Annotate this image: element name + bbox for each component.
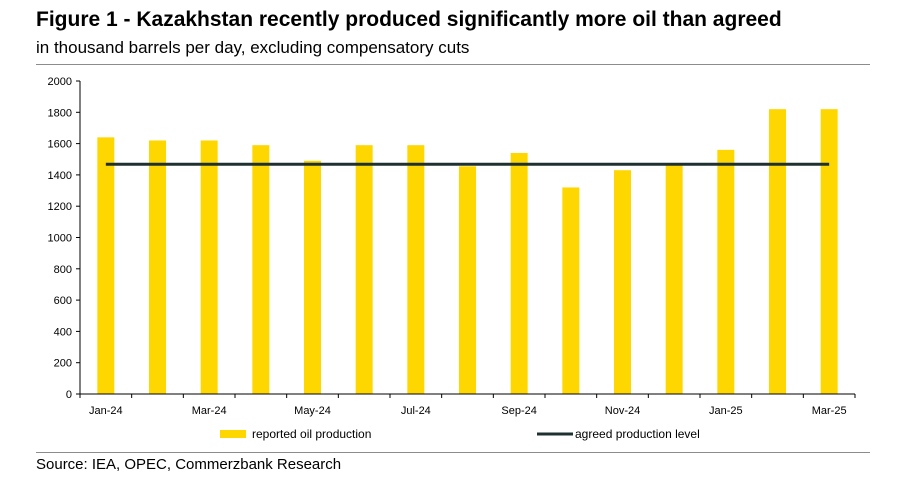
- bar-aug-24: [459, 166, 476, 394]
- bar-jan-24: [97, 137, 115, 394]
- chart-subtitle: in thousand barrels per day, excluding c…: [36, 38, 470, 57]
- x-axis: Jan-24 Mar-24 May-24 Jul-24 Sep-24 Nov-24 Jan-…: [79, 393, 856, 417]
- x-tick-label: Jan-25: [709, 405, 743, 417]
- y-axis: 0 200 400 600 800 1000 1200 1400 1600 1800 2000: [48, 76, 81, 401]
- bar-series: [97, 109, 838, 395]
- legend-swatch-bar: [220, 430, 246, 438]
- y-tick-label: 0: [66, 389, 72, 401]
- bar-sep-24: [510, 152, 528, 394]
- y-tick-label: 2000: [48, 76, 72, 88]
- bar-apr-24: [252, 145, 270, 394]
- x-tick-label: Jul-24: [401, 405, 431, 417]
- source-note: Source: IEA, OPEC, Commerzbank Research: [36, 456, 342, 473]
- y-tick-label: 1000: [48, 233, 72, 245]
- chart-title: Figure 1 - Kazakhstan recently produced …: [36, 8, 782, 31]
- legend-label-line: agreed production level: [575, 427, 700, 441]
- bar-may-24: [304, 160, 321, 394]
- y-tick-label: 1200: [48, 201, 72, 213]
- bar-nov-24: [614, 170, 631, 394]
- x-tick-label: May-24: [294, 405, 331, 417]
- legend: reported oil production agreed productio…: [220, 427, 700, 441]
- legend-label-bar: reported oil production: [252, 427, 371, 441]
- x-tick-label: Nov-24: [605, 405, 640, 417]
- top-divider: [36, 64, 870, 65]
- bar-mar-25: [820, 109, 838, 395]
- y-tick-label: 600: [54, 295, 72, 307]
- x-tick-label: Mar-25: [812, 405, 847, 417]
- bar-feb-25: [769, 109, 786, 395]
- y-tick-label: 400: [54, 326, 72, 338]
- y-tick-label: 1400: [48, 170, 72, 182]
- bar-oct-24: [562, 187, 580, 394]
- y-tick-label: 200: [54, 358, 72, 370]
- bar-dec-24: [665, 164, 683, 394]
- bar-feb-24: [149, 140, 166, 394]
- bar-jan-25: [717, 149, 735, 394]
- bar-mar-24: [200, 140, 218, 394]
- x-tick-label: Jan-24: [89, 405, 123, 417]
- y-tick-label: 800: [54, 264, 72, 276]
- bar-jun-24: [355, 145, 373, 394]
- chart: 0 200 400 600 800 1000 1200 1400 1600 1800 2000 Ja…: [48, 76, 856, 441]
- y-tick-label: 1600: [48, 139, 72, 151]
- y-tick-label: 1800: [48, 107, 72, 119]
- bottom-divider: [36, 452, 870, 453]
- x-tick-label: Mar-24: [192, 405, 227, 417]
- x-tick-label: Sep-24: [501, 405, 536, 417]
- bar-jul-24: [407, 145, 425, 394]
